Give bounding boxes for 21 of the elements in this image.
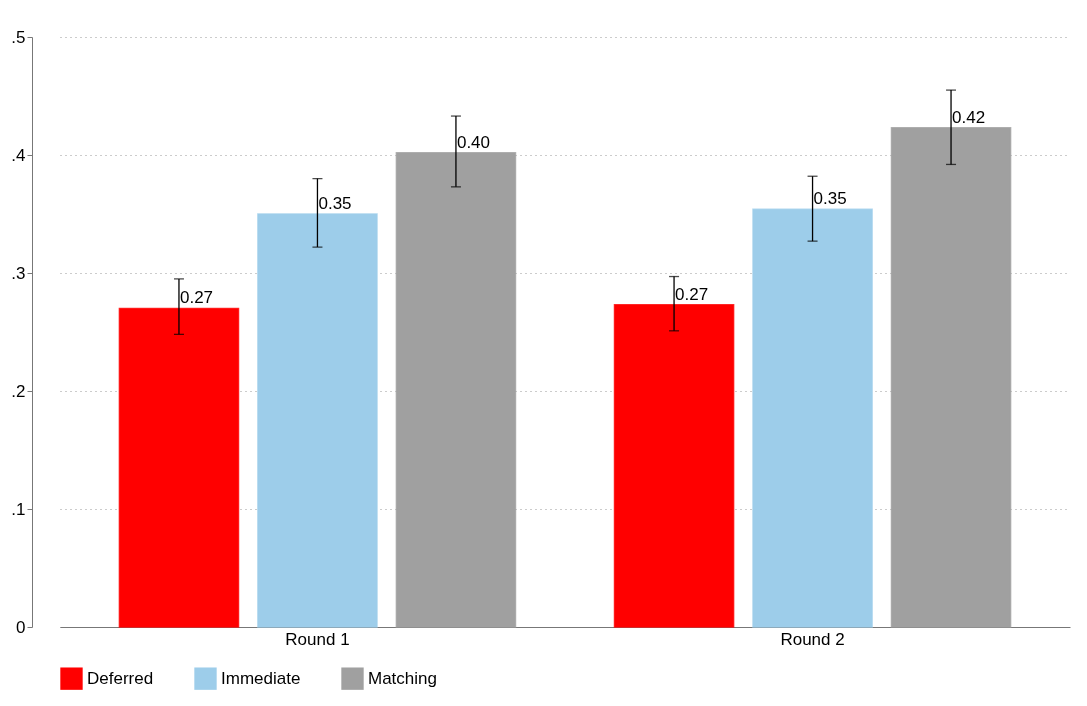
y-tick-label: .5 — [11, 27, 26, 47]
x-tick-label: Round 2 — [780, 629, 845, 649]
legend-label: Deferred — [87, 668, 154, 688]
y-tick-label: .3 — [11, 263, 26, 283]
x-tick-label: Round 1 — [285, 629, 350, 649]
y-tick-label: .4 — [11, 145, 26, 165]
y-tick-label: .1 — [11, 499, 26, 519]
legend-label: Immediate — [221, 668, 301, 688]
legend-label: Matching — [368, 668, 437, 688]
data-label: 0.35 — [813, 189, 847, 209]
bar — [257, 213, 378, 628]
y-tick-label: .2 — [11, 381, 26, 401]
data-label: 0.42 — [952, 107, 986, 127]
data-label: 0.40 — [456, 132, 491, 152]
data-label: 0.27 — [675, 284, 709, 304]
y-tick-label: 0 — [16, 617, 26, 637]
data-label: 0.27 — [179, 288, 214, 308]
bar — [752, 208, 873, 628]
data-label: 0.35 — [318, 194, 352, 213]
bar — [118, 307, 240, 628]
bar — [613, 304, 735, 628]
